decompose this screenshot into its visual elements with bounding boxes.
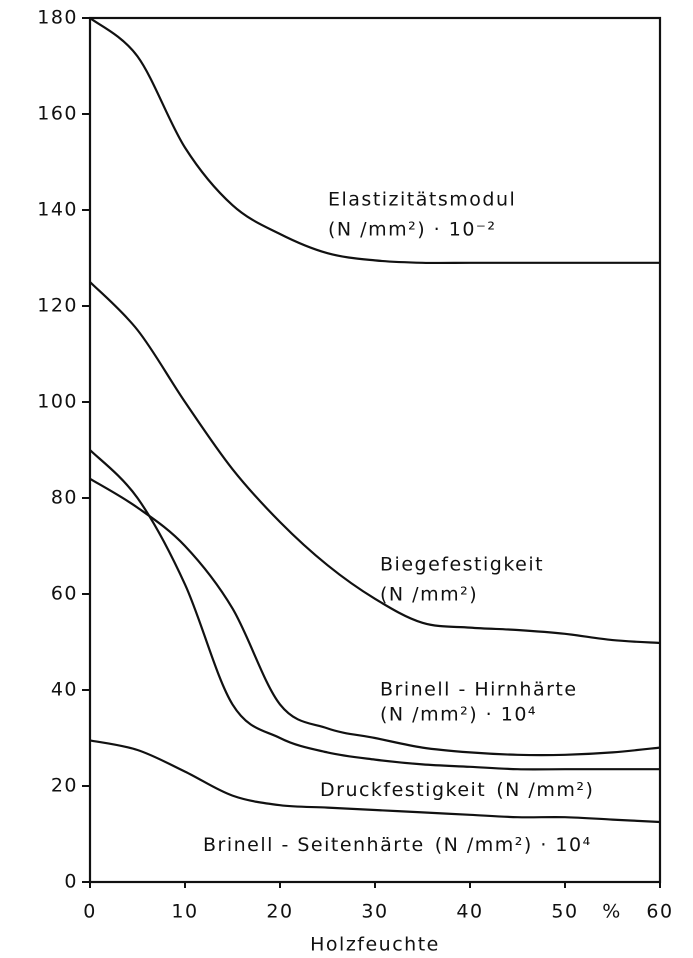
series-unit: (N /mm²) [380,584,478,606]
x-tick-label: 30 [361,901,388,923]
series-label: Biegefestigkeit [380,554,544,576]
series-label: Brinell - Hirnhärte [380,679,578,701]
x-tick-label: 50 [551,901,578,923]
x-tick-label: 10 [171,901,198,923]
x-tick-label: 40 [456,901,483,923]
series-label: Elastizitätsmodul [328,189,516,211]
series-label: Druckfestigkeit [320,779,486,801]
curve [89,449,660,771]
curve [89,739,661,824]
series-label: Brinell - Seitenhärte [203,834,425,856]
y-tick-label: 120 [37,295,78,317]
y-tick-label: 20 [51,775,78,797]
x-unit-label: % [602,901,622,923]
y-tick-label: 180 [37,7,78,29]
y-tick-label: 100 [37,391,78,413]
x-tick-label: 20 [266,901,293,923]
series-unit: (N /mm²) · 10⁻² [328,219,497,241]
series-unit: (N /mm²) [496,779,594,801]
curve [89,17,660,265]
x-axis-label: Holzfeuchte [310,934,440,956]
y-tick-label: 80 [51,487,78,509]
series-label-line: Brinell - Seitenhärte (N /mm²) · 10⁴ [203,834,592,856]
y-tick-label: 160 [37,103,78,125]
curve [89,281,661,645]
series-label-line: Druckfestigkeit (N /mm²) [320,779,594,801]
y-tick-label: 60 [51,583,78,605]
y-tick-label: 0 [64,871,78,893]
curve [89,477,661,757]
x-tick-label: 60 [646,901,673,923]
y-tick-label: 40 [51,679,78,701]
x-tick-label: 0 [83,901,97,923]
plot-frame [88,16,662,884]
series-unit: (N /mm²) · 10⁴ [380,704,537,726]
series-unit: (N /mm²) · 10⁴ [435,834,592,856]
y-tick-label: 140 [37,199,78,221]
